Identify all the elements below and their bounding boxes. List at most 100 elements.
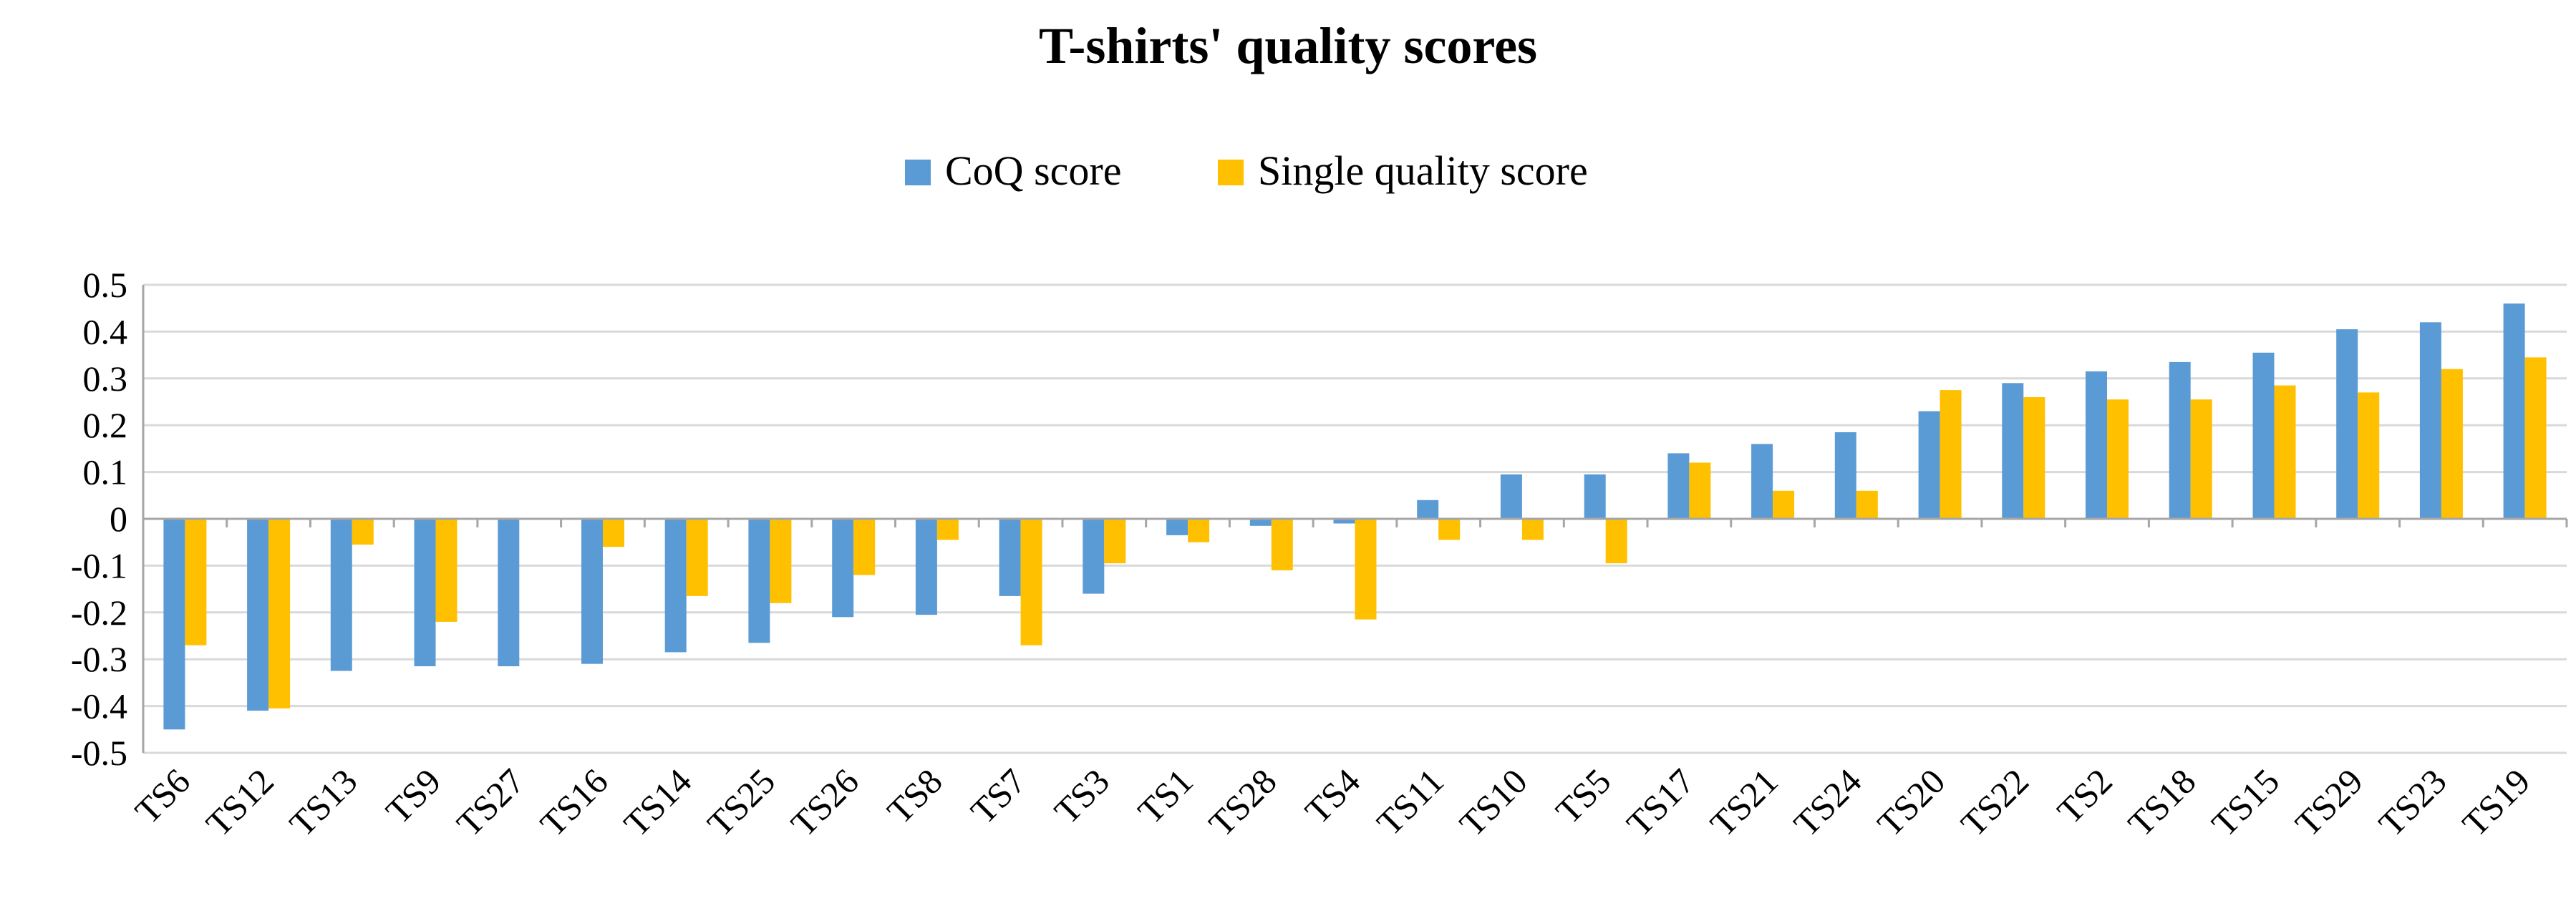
bar-coq-ts24	[1834, 432, 1856, 519]
bar-coq-ts9	[414, 519, 436, 666]
bar-single-ts10	[1521, 519, 1544, 540]
bar-single-ts8	[936, 519, 959, 540]
bar-single-ts14	[686, 519, 708, 596]
bar-coq-ts16	[581, 519, 603, 664]
bar-coq-ts23	[2419, 322, 2441, 519]
y-tick-label: 0.4	[83, 311, 128, 351]
bar-single-ts13	[352, 519, 374, 545]
legend-label-single-quality-score: Single quality score	[1258, 147, 1588, 194]
y-tick-label: 0.3	[83, 359, 128, 399]
y-tick-label: -0.4	[71, 686, 127, 726]
x-tick-label: TS26	[783, 761, 866, 844]
bar-single-ts21	[1773, 490, 1795, 519]
legend-swatch-single-quality-score	[1218, 160, 1244, 185]
x-tick-label: TS27	[449, 761, 532, 844]
x-tick-label: TS13	[281, 761, 364, 844]
bar-coq-ts19	[2503, 303, 2525, 519]
x-tick-label: TS2	[2049, 761, 2120, 832]
x-tick-label: TS18	[2120, 761, 2203, 844]
x-tick-label: TS9	[378, 761, 449, 832]
x-tick-label: TS10	[1452, 761, 1535, 844]
bar-single-ts15	[2274, 385, 2296, 519]
bar-coq-ts8	[915, 519, 937, 615]
bar-single-ts9	[435, 519, 457, 622]
bar-coq-ts12	[247, 519, 269, 711]
x-tick-label: TS20	[1869, 761, 1952, 844]
bar-coq-ts27	[498, 519, 520, 666]
bar-single-ts29	[2358, 392, 2380, 519]
y-axis-ticks: 0.5 0.4 0.3 0.2 0.1 0 -0.1 -0.2 -0.3 -0.4 -0.5	[71, 265, 127, 773]
x-tick-label: TS7	[963, 761, 1034, 832]
x-tick-label: TS15	[2204, 761, 2287, 844]
y-tick-label: 0.2	[83, 405, 128, 445]
bar-coq-ts25	[748, 519, 770, 643]
bar-coq-ts3	[1083, 519, 1105, 594]
bar-single-ts23	[2441, 369, 2463, 519]
bar-coq-ts29	[2336, 329, 2358, 519]
chart-title: T-shirts' quality scores	[1039, 17, 1537, 74]
x-tick-label: TS23	[2371, 761, 2454, 844]
bar-coq-ts18	[2169, 361, 2191, 519]
bar-single-ts20	[1940, 390, 1962, 519]
x-tick-label: TS1	[1130, 761, 1201, 832]
x-tick-label: TS16	[533, 761, 616, 844]
bars	[163, 303, 2547, 730]
bar-coq-ts5	[1584, 474, 1606, 519]
bar-single-ts19	[2524, 357, 2547, 519]
x-axis-ticks: TS6 TS12 TS13 TS9 TS27 TS16 TS14 TS25 TS26 TS8 TS7…	[127, 761, 2538, 844]
bar-single-ts1	[1188, 519, 1210, 542]
legend-swatch-coq-score	[905, 160, 931, 185]
bar-single-ts28	[1271, 519, 1293, 570]
x-tick-label: TS12	[198, 761, 281, 844]
bar-coq-ts22	[2002, 383, 2024, 519]
bar-single-ts17	[1689, 462, 1711, 519]
x-tick-label: TS8	[879, 761, 950, 832]
legend: CoQ score Single quality score	[905, 147, 1588, 194]
bar-single-ts12	[268, 519, 291, 708]
x-tick-label: TS28	[1201, 761, 1284, 844]
bar-single-ts5	[1605, 519, 1627, 564]
bar-single-ts11	[1438, 519, 1461, 540]
bar-coq-ts1	[1166, 519, 1188, 535]
x-tick-label: TS24	[1786, 761, 1869, 844]
bar-single-ts3	[1104, 519, 1126, 564]
x-tick-label: TS6	[127, 761, 198, 832]
x-tick-label: TS21	[1703, 761, 1786, 844]
x-tick-label: TS22	[1953, 761, 2036, 844]
x-tick-label: TS11	[1369, 761, 1451, 843]
bar-single-ts7	[1020, 519, 1042, 646]
bar-single-ts26	[853, 519, 876, 575]
axes	[142, 285, 2568, 753]
bar-coq-ts21	[1751, 444, 1773, 519]
bar-coq-ts17	[1667, 453, 1690, 519]
y-tick-label: -0.2	[71, 593, 127, 633]
bar-coq-ts15	[2252, 352, 2275, 519]
y-tick-label: -0.3	[71, 639, 127, 679]
bar-single-ts6	[185, 519, 207, 646]
bar-single-ts25	[770, 519, 792, 603]
x-tick-label: TS3	[1047, 761, 1118, 832]
bar-coq-ts2	[2086, 371, 2107, 519]
y-tick-label: -0.1	[71, 545, 127, 585]
x-tick-label: TS4	[1297, 761, 1368, 832]
x-tick-label: TS14	[616, 761, 699, 844]
x-tick-label: TS25	[699, 761, 783, 844]
x-tick-label: TS17	[1619, 761, 1702, 844]
bar-coq-ts13	[330, 519, 352, 671]
y-tick-label: 0.5	[83, 265, 128, 305]
bar-coq-ts11	[1417, 500, 1439, 519]
bar-coq-ts7	[999, 519, 1021, 596]
bar-coq-ts10	[1500, 474, 1522, 519]
bar-single-ts24	[1856, 490, 1878, 519]
bar-coq-ts20	[1918, 411, 1940, 519]
bar-coq-ts14	[664, 519, 687, 653]
bar-single-ts18	[2190, 399, 2212, 519]
x-tick-label: TS19	[2454, 761, 2537, 844]
bar-coq-ts26	[832, 519, 854, 618]
legend-label-coq-score: CoQ score	[945, 147, 1121, 194]
bar-coq-ts28	[1249, 519, 1272, 526]
bar-single-ts16	[603, 519, 624, 547]
y-tick-label: -0.5	[71, 733, 127, 773]
